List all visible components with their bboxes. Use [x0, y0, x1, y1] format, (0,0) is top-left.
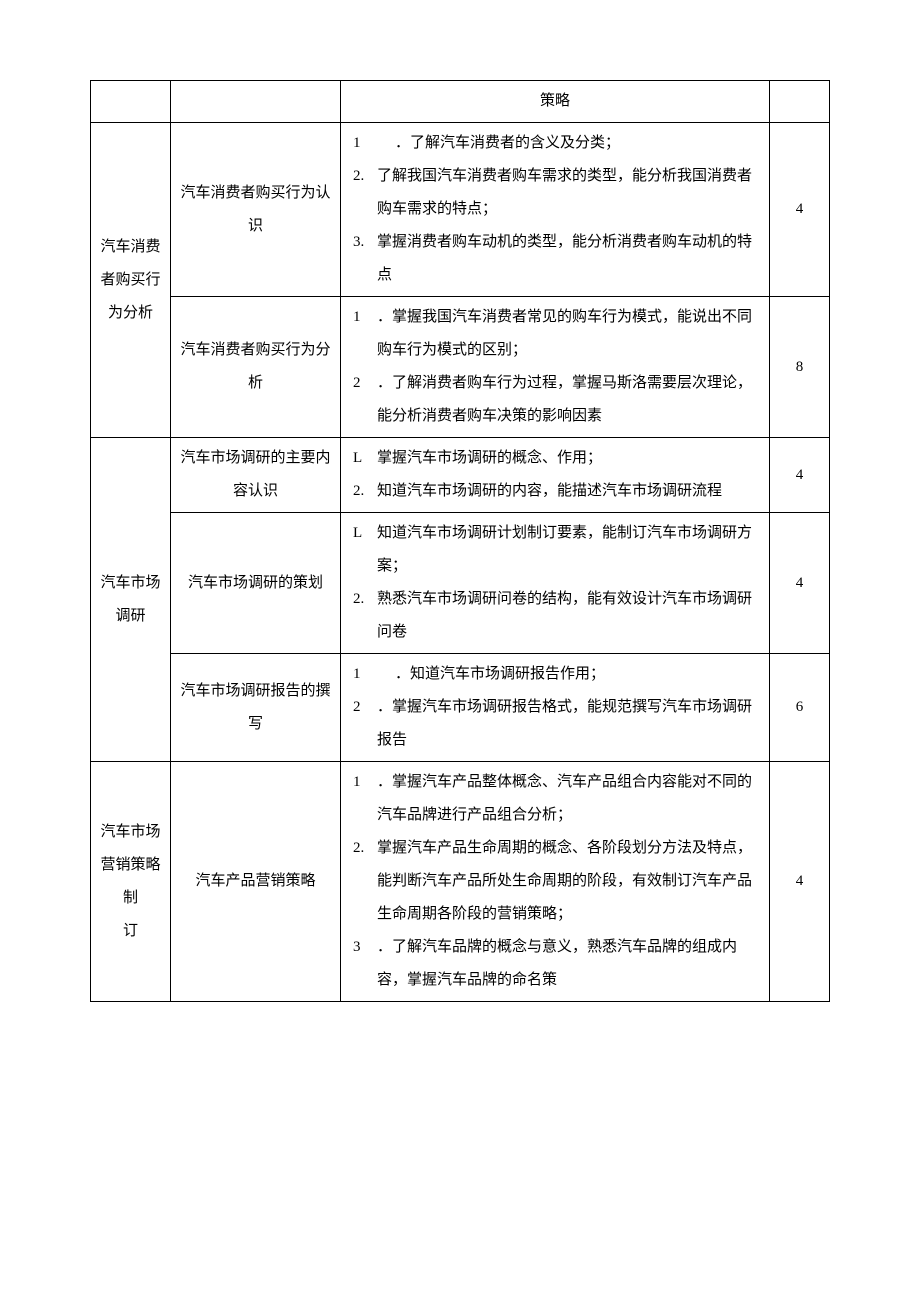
description-cell: 1．掌握我国汽车消费者常见的购车行为模式，能说出不同购车行为模式的区别；2．了解…: [341, 297, 770, 438]
table-row: 汽车市场营销策略制订汽车产品营销策略1．掌握汽车产品整体概念、汽车产品组合内容能…: [91, 762, 830, 1002]
subtopic-cell: 汽车消费者购买行为认识: [171, 123, 341, 297]
list-item: 1．掌握我国汽车消费者常见的购车行为模式，能说出不同购车行为模式的区别；: [353, 301, 759, 367]
description-cell: L掌握汽车市场调研的概念、作用；2.知道汽车市场调研的内容，能描述汽车市场调研流…: [341, 438, 770, 513]
section-name-cell: 汽车市场调研: [91, 438, 171, 762]
description-cell: 1．掌握汽车产品整体概念、汽车产品组合内容能对不同的汽车品牌进行产品组合分析；2…: [341, 762, 770, 1002]
list-item: 2.熟悉汽车市场调研问卷的结构，能有效设计汽车市场调研问卷: [353, 583, 759, 649]
subtopic-cell: 汽车产品营销策略: [171, 762, 341, 1002]
hours-cell: 4: [770, 762, 830, 1002]
list-number: 1: [353, 127, 395, 160]
list-text: 掌握汽车产品生命周期的概念、各阶段划分方法及特点，能判断汽车产品所处生命周期的阶…: [377, 832, 759, 931]
description-cell: 1．知道汽车市场调研报告作用；2．掌握汽车市场调研报告格式，能规范撰写汽车市场调…: [341, 654, 770, 762]
list-text: 掌握消费者购车动机的类型，能分析消费者购车动机的特点: [377, 226, 759, 292]
list-text: ．了解汽车品牌的概念与意义，熟悉汽车品牌的组成内容，掌握汽车品牌的命名策: [377, 931, 759, 997]
list-text: ．掌握汽车产品整体概念、汽车产品组合内容能对不同的汽车品牌进行产品组合分析；: [377, 766, 759, 832]
list-number: 1: [353, 301, 377, 334]
section-name-cell: 汽车消费者购买行为分析: [91, 123, 171, 438]
list-item: 1．知道汽车市场调研报告作用；: [353, 658, 759, 691]
description-cell: L知道汽车市场调研计划制订要素，能制订汽车市场调研方案；2.熟悉汽车市场调研问卷…: [341, 513, 770, 654]
description-cell: 1．了解汽车消费者的含义及分类；2.了解我国汽车消费者购车需求的类型，能分析我国…: [341, 123, 770, 297]
hours-cell: 4: [770, 123, 830, 297]
list-text: ．知道汽车市场调研报告作用；: [395, 658, 759, 691]
list-number: 2.: [353, 583, 377, 616]
subtopic-cell: 汽车市场调研的主要内容认识: [171, 438, 341, 513]
list-item: L掌握汽车市场调研的概念、作用；: [353, 442, 759, 475]
list-number: 1: [353, 658, 395, 691]
list-item: L知道汽车市场调研计划制订要素，能制订汽车市场调研方案；: [353, 517, 759, 583]
list-number: 1: [353, 766, 377, 799]
list-item: 3．了解汽车品牌的概念与意义，熟悉汽车品牌的组成内容，掌握汽车品牌的命名策: [353, 931, 759, 997]
list-text: ．掌握我国汽车消费者常见的购车行为模式，能说出不同购车行为模式的区别；: [377, 301, 759, 367]
hours-cell: 4: [770, 438, 830, 513]
table-row: 汽车市场调研汽车市场调研的主要内容认识L掌握汽车市场调研的概念、作用；2.知道汽…: [91, 438, 830, 513]
list-item: 2.知道汽车市场调研的内容，能描述汽车市场调研流程: [353, 475, 759, 508]
list-text: 了解我国汽车消费者购车需求的类型，能分析我国消费者购车需求的特点；: [377, 160, 759, 226]
list-text: ．掌握汽车市场调研报告格式，能规范撰写汽车市场调研报告: [377, 691, 759, 757]
table-row: 汽车消费者购买行为分析1．掌握我国汽车消费者常见的购车行为模式，能说出不同购车行…: [91, 297, 830, 438]
list-text: 掌握汽车市场调研的概念、作用；: [377, 442, 759, 475]
list-number: 2: [353, 367, 377, 400]
list-number: 3: [353, 931, 377, 964]
list-number: L: [353, 442, 377, 475]
table-cell: [171, 81, 341, 123]
table-row: 汽车消费者购买行为分析汽车消费者购买行为认识1．了解汽车消费者的含义及分类；2.…: [91, 123, 830, 297]
list-item: 2.了解我国汽车消费者购车需求的类型，能分析我国消费者购车需求的特点；: [353, 160, 759, 226]
list-number: L: [353, 517, 377, 550]
hours-cell: 8: [770, 297, 830, 438]
list-item: 2．掌握汽车市场调研报告格式，能规范撰写汽车市场调研报告: [353, 691, 759, 757]
subtopic-cell: 汽车市场调研报告的撰写: [171, 654, 341, 762]
list-item: 1．了解汽车消费者的含义及分类；: [353, 127, 759, 160]
list-text: 熟悉汽车市场调研问卷的结构，能有效设计汽车市场调研问卷: [377, 583, 759, 649]
list-item: 3.掌握消费者购车动机的类型，能分析消费者购车动机的特点: [353, 226, 759, 292]
section-name-cell: 汽车市场营销策略制订: [91, 762, 171, 1002]
list-item: 2.掌握汽车产品生命周期的概念、各阶段划分方法及特点，能判断汽车产品所处生命周期…: [353, 832, 759, 931]
list-item: 2．了解消费者购车行为过程，掌握马斯洛需要层次理论，能分析消费者购车决策的影响因…: [353, 367, 759, 433]
list-number: 2.: [353, 475, 377, 508]
list-number: 2.: [353, 160, 377, 193]
list-number: 3.: [353, 226, 377, 259]
subtopic-cell: 汽车市场调研的策划: [171, 513, 341, 654]
hours-cell: 4: [770, 513, 830, 654]
subtopic-cell: 汽车消费者购买行为分析: [171, 297, 341, 438]
list-text: 知道汽车市场调研计划制订要素，能制订汽车市场调研方案；: [377, 517, 759, 583]
table-cell: [770, 81, 830, 123]
table-row: 策略: [91, 81, 830, 123]
table-cell: [91, 81, 171, 123]
syllabus-table: 策略汽车消费者购买行为分析汽车消费者购买行为认识1．了解汽车消费者的含义及分类；…: [90, 80, 830, 1002]
list-text: 知道汽车市场调研的内容，能描述汽车市场调研流程: [377, 475, 759, 508]
list-text: ．了解汽车消费者的含义及分类；: [395, 127, 759, 160]
list-item: 1．掌握汽车产品整体概念、汽车产品组合内容能对不同的汽车品牌进行产品组合分析；: [353, 766, 759, 832]
list-number: 2.: [353, 832, 377, 865]
list-number: 2: [353, 691, 377, 724]
table-row: 汽车市场调研的策划L知道汽车市场调研计划制订要素，能制订汽车市场调研方案；2.熟…: [91, 513, 830, 654]
hours-cell: 6: [770, 654, 830, 762]
table-cell: 策略: [341, 81, 770, 123]
table-row: 汽车市场调研报告的撰写1．知道汽车市场调研报告作用；2．掌握汽车市场调研报告格式…: [91, 654, 830, 762]
list-text: ．了解消费者购车行为过程，掌握马斯洛需要层次理论，能分析消费者购车决策的影响因素: [377, 367, 759, 433]
